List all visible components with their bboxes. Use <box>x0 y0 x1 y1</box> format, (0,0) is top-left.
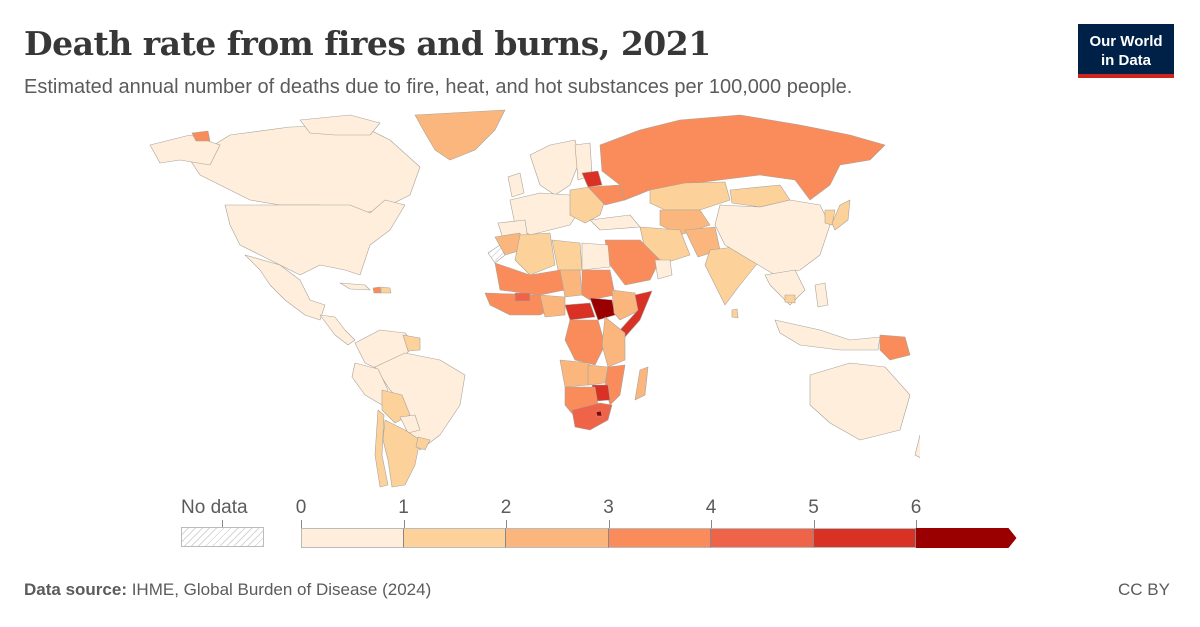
data-source: Data source: IHME, Global Burden of Dise… <box>24 580 431 600</box>
data-source-label: Data source: <box>24 580 127 599</box>
country-nigeria[interactable] <box>539 294 566 318</box>
country-algeria[interactable] <box>514 232 556 276</box>
country-indonesia[interactable] <box>774 319 881 351</box>
legend-tick <box>403 520 405 528</box>
logo-line-1: Our World <box>1089 33 1163 50</box>
country-greenland[interactable] <box>414 109 506 161</box>
legend-bin-3[interactable] <box>608 528 711 548</box>
country-south-sudan[interactable] <box>589 297 616 321</box>
country-central-african-rep[interactable] <box>564 302 596 321</box>
legend-tick-label: 3 <box>603 497 614 518</box>
chart-title: Death rate from fires and burns, 2021 <box>24 24 711 63</box>
legend-tick <box>301 520 302 528</box>
country-cambodia[interactable] <box>784 294 796 304</box>
country-haiti[interactable] <box>372 286 382 294</box>
country-cuba[interactable] <box>339 282 371 291</box>
country-sri-lanka[interactable] <box>731 308 739 319</box>
legend-nodata-label: No data <box>181 497 248 518</box>
country-russia[interactable] <box>599 114 886 201</box>
region-scandinavia[interactable] <box>529 139 581 196</box>
country-chad[interactable] <box>559 269 583 298</box>
country-zambia[interactable] <box>587 364 609 386</box>
country-oman-uae[interactable] <box>654 259 673 280</box>
country-ethiopia[interactable] <box>611 289 641 321</box>
legend-bin-4[interactable] <box>711 528 814 548</box>
logo-line-2: in Data <box>1100 52 1151 69</box>
legend-bin-6[interactable] <box>916 528 1017 548</box>
country-papua-new-guinea[interactable] <box>879 334 911 361</box>
legend-tick <box>506 520 507 528</box>
country-paraguay[interactable] <box>399 414 421 434</box>
legend-bin-5[interactable] <box>813 528 916 548</box>
legend-tick <box>916 520 917 528</box>
country-turkey[interactable] <box>589 214 641 231</box>
data-source-value[interactable]: IHME, Global Burden of Disease (2024) <box>126 580 432 599</box>
owid-logo[interactable]: Our World in Data <box>1078 24 1174 78</box>
legend-tick-label: 0 <box>295 497 307 518</box>
country-sudan[interactable] <box>581 269 616 301</box>
country-mexico[interactable] <box>244 254 326 321</box>
legend-nodata-swatch[interactable] <box>181 527 264 547</box>
chart-subtitle: Estimated annual number of deaths due to… <box>24 76 853 98</box>
country-australia[interactable] <box>809 362 911 441</box>
country-libya[interactable] <box>551 239 583 271</box>
legend-bin-1[interactable] <box>403 528 506 548</box>
legend-tick-label: 5 <box>808 497 819 518</box>
country-kenya-tanzania[interactable] <box>601 316 626 368</box>
legend-nodata-tick <box>222 520 223 527</box>
country-usa[interactable] <box>224 199 406 276</box>
legend-tick-label: 2 <box>500 497 512 518</box>
legend-bin-0[interactable] <box>301 528 404 548</box>
legend-tick-label: 1 <box>398 497 409 518</box>
legend-tick <box>608 520 610 528</box>
country-argentina[interactable] <box>382 419 421 488</box>
country-belarus[interactable] <box>581 170 603 188</box>
country-dominican-rep[interactable] <box>380 286 392 294</box>
region-arctic-islands[interactable] <box>299 114 381 136</box>
country-madagascar[interactable] <box>634 366 649 401</box>
country-china[interactable] <box>714 199 831 276</box>
country-angola[interactable] <box>559 359 591 388</box>
country-burkina-faso[interactable] <box>514 292 531 302</box>
country-lesotho[interactable] <box>595 410 603 417</box>
country-guyanas[interactable] <box>402 334 421 352</box>
country-uk[interactable] <box>507 172 525 198</box>
country-chukotka-bit[interactable] <box>191 130 211 142</box>
country-uruguay[interactable] <box>415 436 431 451</box>
country-chile[interactable] <box>374 409 389 488</box>
legend-tick-label: 6 <box>910 497 922 518</box>
country-dr-congo[interactable] <box>564 319 606 366</box>
world-map[interactable] <box>120 105 920 490</box>
legend-bin-2[interactable] <box>506 528 609 548</box>
country-philippines[interactable] <box>814 282 829 308</box>
legend-tick-label: 4 <box>705 497 717 518</box>
license[interactable]: CC BY <box>1118 580 1170 599</box>
country-kazakhstan[interactable] <box>649 181 731 211</box>
country-alaska[interactable] <box>149 134 221 166</box>
legend-tick <box>813 520 815 528</box>
country-egypt[interactable] <box>581 242 611 271</box>
region-central-america[interactable] <box>319 314 356 346</box>
country-japan[interactable] <box>831 199 851 231</box>
country-south-africa[interactable] <box>571 402 613 431</box>
country-mozambique[interactable] <box>604 364 626 406</box>
legend-tick <box>711 520 712 528</box>
country-new-zealand[interactable] <box>914 430 920 460</box>
